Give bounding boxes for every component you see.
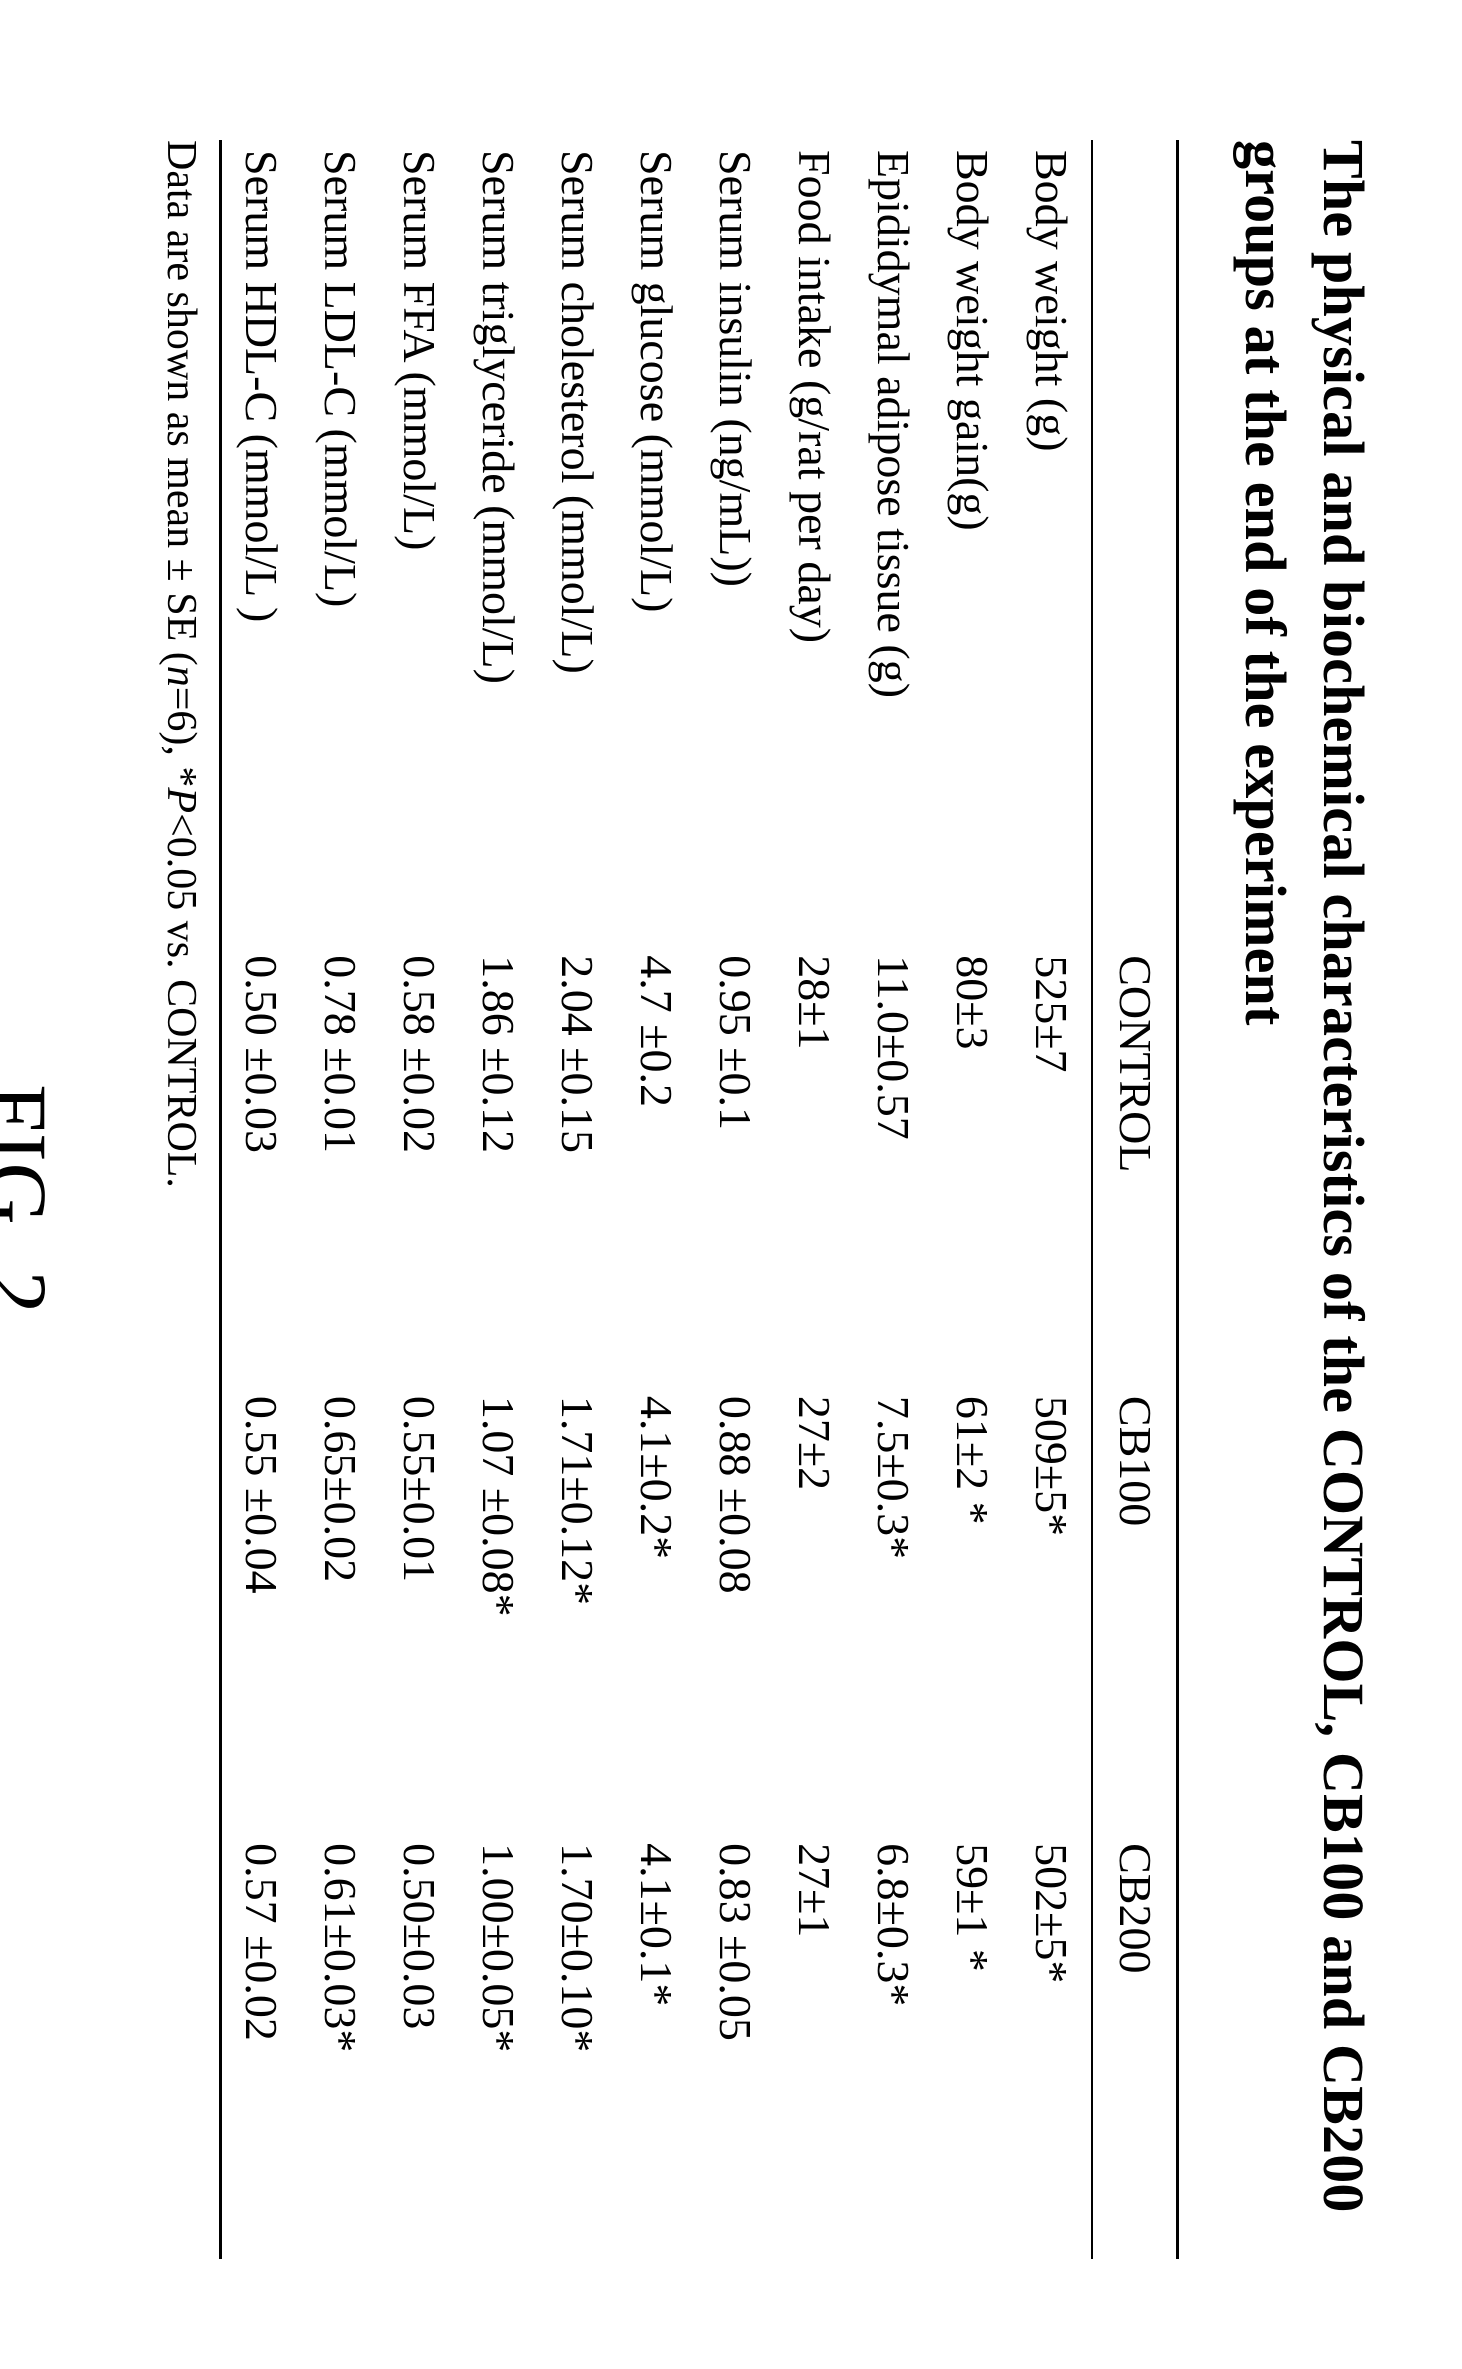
table-body: Body weight (g) 525±7 509±5* 502±5* Body… (221, 140, 1093, 2259)
table-title: The physical and biochemical characteris… (1225, 140, 1382, 2259)
row-value: 4.1±0.2* (617, 1386, 696, 1833)
row-label: Body weight (g) (1012, 140, 1092, 945)
footnote-control: CONTROL. (158, 979, 204, 1188)
row-value: 61±2 * (933, 1386, 1012, 1833)
table-row: Serum FFA (mmol/L) 0.58 ±0.02 0.55±0.01 … (380, 140, 459, 2259)
table-row: Serum triglyceride (mmol/L) 1.86 ±0.12 1… (459, 140, 538, 2259)
row-value: 6.8±0.3* (854, 1833, 933, 2259)
row-value: 1.86 ±0.12 (459, 945, 538, 1386)
table-row: Serum HDL-C (mmol/L ) 0.50 ±0.03 0.55 ±0… (221, 140, 302, 2259)
page: The physical and biochemical characteris… (0, 0, 1462, 2369)
row-label: Serum triglyceride (mmol/L) (459, 140, 538, 945)
figure-label: FIG. 2 (0, 140, 67, 2259)
row-value: 28±1 (775, 945, 854, 1386)
row-value: 4.7 ±0.2 (617, 945, 696, 1386)
row-value: 0.55 ±0.04 (221, 1386, 302, 1833)
table-row: Serum insulin (ng/mL)) 0.95 ±0.1 0.88 ±0… (696, 140, 775, 2259)
row-value: 59±1 * (933, 1833, 1012, 2259)
table-row: Body weight gain(g) 80±3 61±2 * 59±1 * (933, 140, 1012, 2259)
table-footnote: Data are shown as mean ± SE (n=6), *P<0.… (157, 140, 205, 2259)
title-line-2: groups at the end of the experiment (1233, 140, 1298, 1026)
table-row: Serum cholesterol (mmol/L) 2.04 ±0.15 1.… (538, 140, 617, 2259)
row-value: 1.07 ±0.08* (459, 1386, 538, 1833)
row-value: 525±7 (1012, 945, 1092, 1386)
row-value: 0.95 ±0.1 (696, 945, 775, 1386)
row-value: 502±5* (1012, 1833, 1092, 2259)
row-value: 4.1±0.1* (617, 1833, 696, 2259)
title-line-1: The physical and biochemical characteris… (1311, 140, 1376, 2213)
rotated-content: The physical and biochemical characteris… (0, 0, 1462, 2369)
row-value: 1.71±0.12* (538, 1386, 617, 1833)
row-label: Food intake (g/rat per day) (775, 140, 854, 945)
table-head: CONTROL CB100 CB200 (1092, 140, 1178, 2259)
col-blank (1092, 140, 1178, 945)
row-label: Body weight gain(g) (933, 140, 1012, 945)
row-value: 0.50±0.03 (380, 1833, 459, 2259)
data-table: CONTROL CB100 CB200 Body weight (g) 525±… (219, 140, 1179, 2259)
row-value: 27±1 (775, 1833, 854, 2259)
row-value: 1.00±0.05* (459, 1833, 538, 2259)
row-label: Serum glucose (mmol/L) (617, 140, 696, 945)
footnote-n-italic: n (158, 666, 204, 687)
footnote-text: <0.05 vs. (158, 813, 204, 979)
row-label: Serum insulin (ng/mL)) (696, 140, 775, 945)
row-value: 1.70±0.10* (538, 1833, 617, 2259)
row-label: Epididymal adipose tissue (g) (854, 140, 933, 945)
row-label: Serum LDL-C (mmol/L) (301, 140, 380, 945)
row-value: 11.0±0.57 (854, 945, 933, 1386)
row-label: Serum FFA (mmol/L) (380, 140, 459, 945)
row-value: 0.55±0.01 (380, 1386, 459, 1833)
row-value: 0.83 ±0.05 (696, 1833, 775, 2259)
table-row: Epididymal adipose tissue (g) 11.0±0.57 … (854, 140, 933, 2259)
table-row: Food intake (g/rat per day) 28±1 27±2 27… (775, 140, 854, 2259)
row-value: 0.61±0.03* (301, 1833, 380, 2259)
table-row: Serum glucose (mmol/L) 4.7 ±0.2 4.1±0.2*… (617, 140, 696, 2259)
row-label: Serum cholesterol (mmol/L) (538, 140, 617, 945)
row-value: 0.50 ±0.03 (221, 945, 302, 1386)
row-value: 80±3 (933, 945, 1012, 1386)
row-value: 0.78 ±0.01 (301, 945, 380, 1386)
row-value: 0.58 ±0.02 (380, 945, 459, 1386)
row-value: 2.04 ±0.15 (538, 945, 617, 1386)
row-label: Serum HDL-C (mmol/L ) (221, 140, 302, 945)
row-value: 0.88 ±0.08 (696, 1386, 775, 1833)
footnote-p-italic: P (158, 787, 204, 813)
table-row: Body weight (g) 525±7 509±5* 502±5* (1012, 140, 1092, 2259)
table-row: Serum LDL-C (mmol/L) 0.78 ±0.01 0.65±0.0… (301, 140, 380, 2259)
header-row: CONTROL CB100 CB200 (1092, 140, 1178, 2259)
row-value: 509±5* (1012, 1386, 1092, 1833)
col-control: CONTROL (1092, 945, 1178, 1386)
row-value: 0.57 ±0.02 (221, 1833, 302, 2259)
row-value: 27±2 (775, 1386, 854, 1833)
footnote-text: =6), * (158, 687, 204, 788)
col-cb100: CB100 (1092, 1386, 1178, 1833)
row-value: 7.5±0.3* (854, 1386, 933, 1833)
row-value: 0.65±0.02 (301, 1386, 380, 1833)
col-cb200: CB200 (1092, 1833, 1178, 2259)
footnote-text: Data are shown as mean ± SE ( (158, 140, 204, 666)
